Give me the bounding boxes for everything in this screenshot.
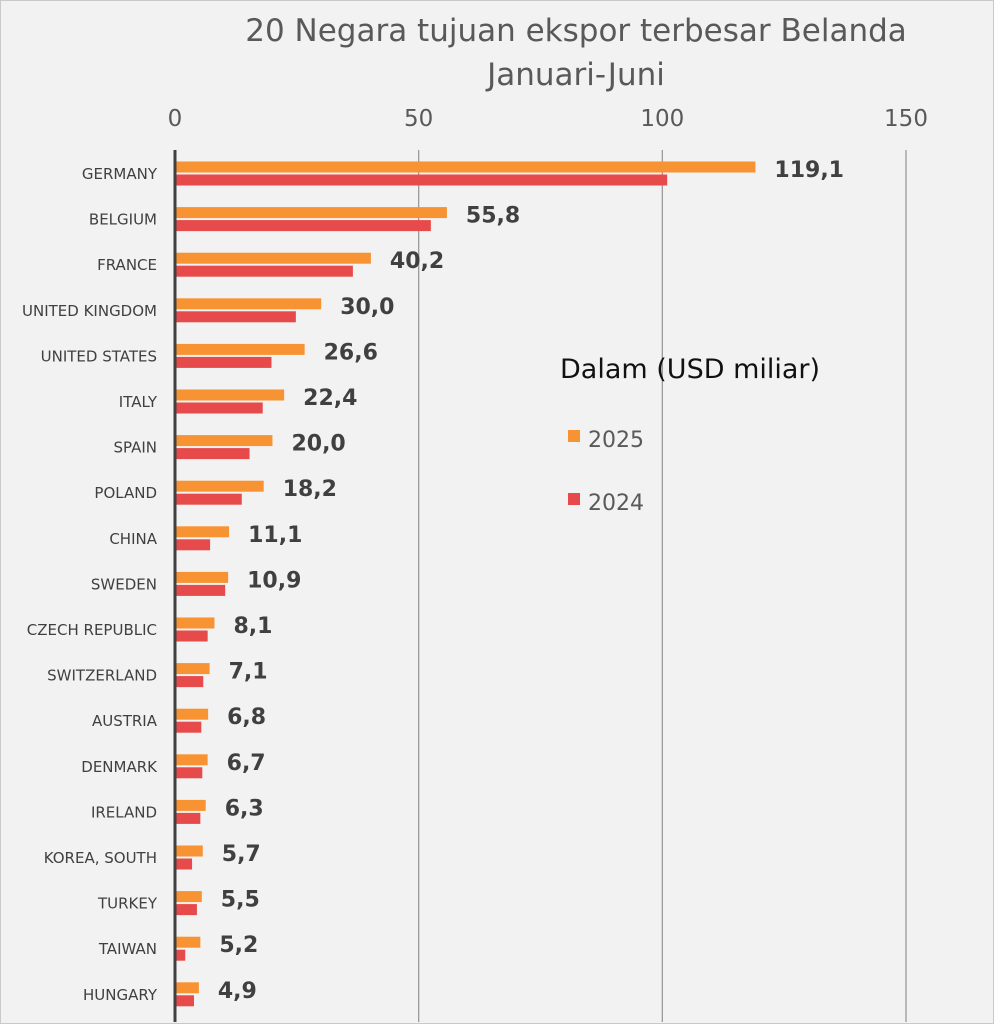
data-label: 26,6 (324, 340, 378, 365)
bar-2024 (175, 493, 242, 505)
bar-2025 (175, 252, 371, 264)
data-label: 4,9 (218, 979, 257, 1004)
category-label: UNITED KINGDOM (22, 302, 157, 320)
data-labels: 119,1 55,8 40,2 30,0 26,6 22,4 20,0 18,2 11,1 10,… (218, 158, 844, 1004)
bar-2024 (175, 265, 353, 277)
bar-2025 (175, 845, 203, 857)
bar-2024 (175, 949, 186, 961)
bar-2025 (175, 617, 215, 629)
bar-2024 (175, 311, 296, 323)
bar-2024 (175, 448, 250, 460)
bar-2025 (175, 936, 201, 948)
bar-2024 (175, 174, 668, 186)
bar-2025 (175, 708, 209, 720)
unit-note: Dalam (USD miliar) (560, 354, 820, 385)
data-label: 6,7 (227, 751, 266, 776)
bar-2025 (175, 389, 285, 401)
category-label: AUSTRIA (92, 712, 158, 730)
bar-2025 (175, 571, 229, 583)
bar-2024 (175, 858, 193, 870)
bar-2024 (175, 539, 211, 551)
data-label: 5,2 (219, 933, 258, 958)
data-label: 22,4 (303, 386, 357, 411)
x-tick-label: 50 (404, 106, 433, 132)
data-label: 18,2 (283, 477, 337, 502)
gridlines (418, 150, 907, 1022)
data-label: 6,8 (227, 705, 266, 730)
bar-2025 (175, 480, 264, 492)
category-label: TURKEY (97, 895, 158, 913)
data-label: 10,9 (247, 568, 301, 593)
data-label: 119,1 (774, 158, 844, 183)
legend-label-2025: 2025 (588, 428, 644, 453)
bar-2025 (175, 799, 206, 811)
category-label: CZECH REPUBLIC (27, 621, 157, 639)
bar-2025 (175, 754, 208, 766)
data-label: 40,2 (390, 249, 444, 274)
x-axis-ticks: 0 50 100 150 (168, 106, 928, 132)
bar-2025 (175, 435, 273, 447)
bar-2024 (175, 402, 263, 414)
x-tick-label: 0 (168, 106, 183, 132)
bar-2025 (175, 298, 322, 310)
data-label: 55,8 (466, 204, 520, 229)
bar-2025 (175, 207, 447, 219)
chart-subtitle: Januari-Juni (487, 57, 665, 93)
bar-2024 (175, 584, 226, 596)
category-label: BELGIUM (89, 211, 157, 229)
data-label: 20,0 (291, 432, 345, 457)
x-tick-label: 100 (640, 106, 684, 132)
bar-2024 (175, 767, 203, 779)
legend-swatch-2025 (568, 430, 580, 442)
bar-2025 (175, 161, 756, 173)
bar-2024 (175, 904, 197, 916)
category-label: SPAIN (113, 439, 157, 457)
data-label: 5,7 (222, 842, 261, 867)
bar-2025 (175, 343, 305, 355)
x-tick-label: 150 (884, 106, 928, 132)
chart-title: 20 Negara tujuan ekspor terbesar Belanda (245, 13, 907, 49)
category-label: HUNGARY (83, 986, 158, 1004)
category-labels: GERMANY BELGIUM FRANCE UNITED KINGDOM UNITED… (22, 165, 158, 1004)
category-label: DENMARK (81, 758, 158, 776)
category-label: SWEDEN (91, 575, 157, 593)
category-label: FRANCE (97, 256, 157, 274)
category-label: POLAND (94, 484, 157, 502)
category-label: GERMANY (82, 165, 158, 183)
legend-swatch-2024 (568, 493, 580, 505)
bar-2025 (175, 982, 199, 994)
category-label: SWITZERLAND (47, 667, 157, 685)
category-label: KOREA, SOUTH (44, 849, 157, 867)
category-label: CHINA (109, 530, 157, 548)
bar-2025 (175, 891, 202, 903)
bar-2024 (175, 676, 204, 688)
bar-2025 (175, 663, 210, 675)
bar-2024 (175, 721, 202, 733)
data-label: 8,1 (233, 614, 272, 639)
bar-2024 (175, 356, 272, 368)
data-label: 6,3 (225, 796, 264, 821)
legend-label-2024: 2024 (588, 491, 644, 516)
category-label: ITALY (119, 393, 158, 411)
category-label: IRELAND (91, 803, 157, 821)
bar-2024 (175, 995, 195, 1007)
data-label: 11,1 (248, 523, 302, 548)
bars (175, 161, 756, 1007)
bar-2024 (175, 220, 431, 232)
data-label: 7,1 (229, 660, 268, 685)
category-label: TAIWAN (98, 940, 157, 958)
legend: 2025 2024 (568, 428, 644, 516)
bar-2025 (175, 526, 230, 538)
data-label: 5,5 (221, 888, 260, 913)
data-label: 30,0 (340, 295, 394, 320)
category-label: UNITED STATES (41, 347, 157, 365)
bar-2024 (175, 630, 208, 642)
bar-2024 (175, 812, 201, 824)
